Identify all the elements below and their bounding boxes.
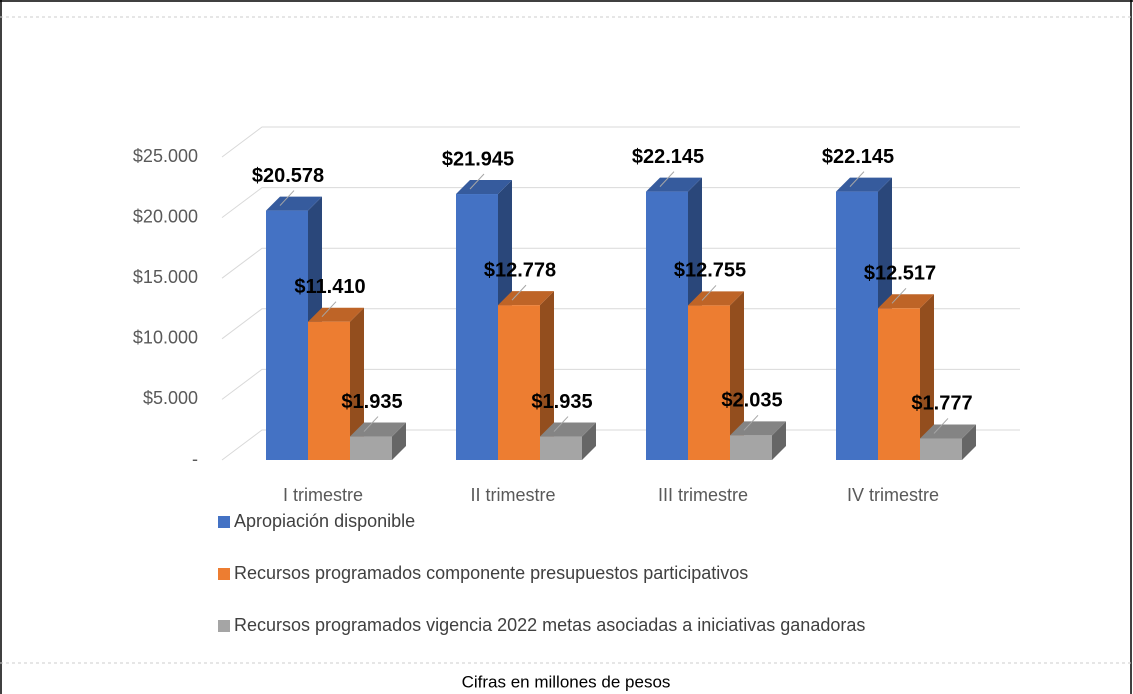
bar-front — [836, 191, 878, 460]
label-leader — [933, 418, 949, 434]
x-tick-label: I trimestre — [283, 485, 363, 505]
bar-front — [498, 305, 540, 460]
data-label: $11.410 — [294, 276, 365, 298]
bar — [730, 421, 786, 460]
data-label: $1.935 — [531, 391, 592, 413]
bar-front — [456, 194, 498, 460]
y-tick-label: $10.000 — [133, 328, 198, 348]
x-tick-label: III trimestre — [658, 485, 748, 505]
label-leader — [701, 285, 717, 301]
bar-top — [350, 422, 406, 437]
bar-top — [456, 180, 512, 195]
data-label: $12.755 — [674, 260, 746, 282]
data-label: $20.578 — [252, 165, 324, 187]
bar-top — [308, 307, 364, 322]
grid-line — [221, 308, 1020, 340]
legend-label: Apropiación disponible — [234, 511, 415, 531]
bar-front — [730, 435, 772, 460]
bar-top — [836, 177, 892, 192]
data-label: $12.517 — [864, 263, 936, 285]
y-tick-label: $5.000 — [143, 388, 198, 408]
bar-front — [688, 305, 730, 460]
label-leader — [363, 416, 379, 432]
y-tick-label: $25.000 — [133, 146, 198, 166]
bar-front — [540, 436, 582, 460]
bar-front — [878, 308, 920, 460]
grid-line — [221, 126, 1020, 158]
y-tick-label: $20.000 — [133, 206, 198, 226]
data-label: $1.935 — [341, 391, 402, 413]
legend-label: Recursos programados componente presupue… — [234, 563, 748, 583]
y-tick-label: - — [192, 449, 198, 469]
bar-front — [646, 191, 688, 460]
label-leader — [321, 301, 337, 318]
bar-side — [920, 294, 934, 460]
bar-side — [962, 424, 976, 460]
bar — [498, 291, 554, 460]
bar — [878, 294, 934, 460]
bar-front — [266, 210, 308, 460]
data-label: $21.945 — [442, 148, 514, 170]
label-leader — [849, 171, 865, 187]
data-label: $22.145 — [822, 146, 894, 168]
label-leader — [469, 173, 485, 190]
bar-top — [266, 196, 322, 211]
legend-label: Recursos programados vigencia 2022 metas… — [234, 615, 865, 635]
bar-front — [920, 438, 962, 460]
bar — [540, 422, 596, 460]
bar-top — [498, 291, 554, 306]
bar-top — [646, 177, 702, 192]
label-leader — [659, 171, 675, 187]
bar-top — [688, 291, 744, 306]
data-label: $1.777 — [911, 393, 972, 415]
bar-front — [308, 321, 350, 460]
bar-side — [730, 291, 744, 460]
bar-side — [772, 421, 786, 460]
grid-line — [221, 368, 1020, 400]
x-tick-label: II trimestre — [470, 485, 555, 505]
x-tick-label: IV trimestre — [847, 485, 939, 505]
bar-front — [350, 436, 392, 460]
y-tick-label: $15.000 — [133, 267, 198, 287]
bar-side — [392, 422, 406, 460]
bar — [920, 424, 976, 460]
bar-side — [350, 307, 364, 460]
bar-side — [582, 422, 596, 460]
legend-swatch — [218, 516, 230, 528]
bar — [308, 307, 364, 460]
bar-top — [920, 424, 976, 439]
legend-swatch — [218, 620, 230, 632]
bar — [350, 422, 406, 460]
bar-top — [878, 294, 934, 309]
data-label: $22.145 — [632, 146, 704, 168]
grid-line — [221, 247, 1020, 279]
data-label: $12.778 — [484, 259, 556, 281]
bar-side — [540, 291, 554, 460]
data-label: $2.035 — [721, 390, 782, 412]
label-leader — [891, 287, 907, 304]
label-leader — [743, 414, 759, 431]
grid-line — [221, 187, 1020, 219]
bar-top — [730, 421, 786, 436]
legend-swatch — [218, 568, 230, 580]
bar-top — [540, 422, 596, 437]
label-leader — [553, 416, 569, 432]
footnote: Cifras en millones de pesos — [462, 672, 671, 691]
label-leader — [279, 190, 295, 206]
bar — [688, 291, 744, 460]
label-leader — [511, 284, 527, 301]
